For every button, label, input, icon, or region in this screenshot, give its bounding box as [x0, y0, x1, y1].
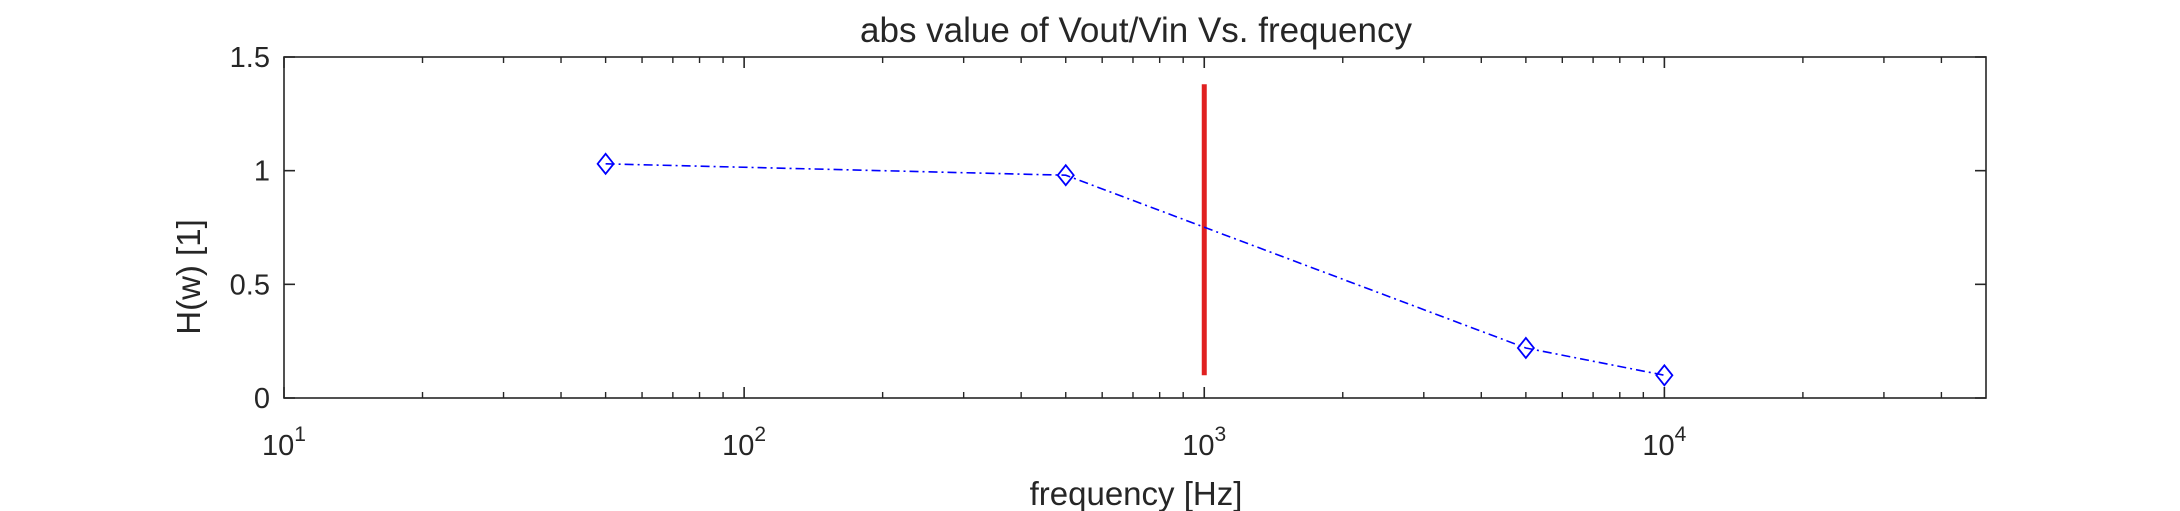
y-tick-label: 0	[254, 383, 270, 415]
x-tick-label: 102	[722, 423, 766, 462]
chart-title: abs value of Vout/Vin Vs. frequency	[860, 11, 1412, 50]
x-tick-label-base: 10	[722, 430, 754, 462]
data-point-marker	[1516, 336, 1536, 360]
y-tick-label: 0.5	[230, 269, 270, 301]
x-tick-label-exponent: 1	[294, 423, 306, 446]
y-tick-label: 1	[254, 156, 270, 188]
x-tick-label: 101	[262, 423, 306, 462]
plot-frame	[283, 56, 1987, 399]
x-tick-label: 103	[1182, 423, 1226, 462]
series-line	[605, 163, 1665, 377]
axes	[283, 56, 1987, 399]
data-point-marker	[1655, 363, 1674, 387]
x-tick-label-exponent: 2	[754, 423, 766, 446]
x-tick-label-exponent: 4	[1675, 423, 1687, 446]
x-tick-label-exponent: 3	[1215, 423, 1227, 446]
data-point-marker	[596, 152, 615, 176]
x-tick-label-base: 10	[262, 430, 294, 462]
x-tick-label: 104	[1642, 423, 1686, 462]
data-point-marker	[1056, 163, 1075, 187]
x-tick-label-base: 10	[1642, 430, 1674, 462]
x-axis-label: frequency [Hz]	[1030, 475, 1243, 511]
y-tick-label: 1.5	[230, 42, 270, 74]
x-tick-label-base: 10	[1182, 430, 1214, 462]
series	[596, 152, 1674, 387]
y-axis-label: H(w) [1]	[170, 219, 207, 335]
